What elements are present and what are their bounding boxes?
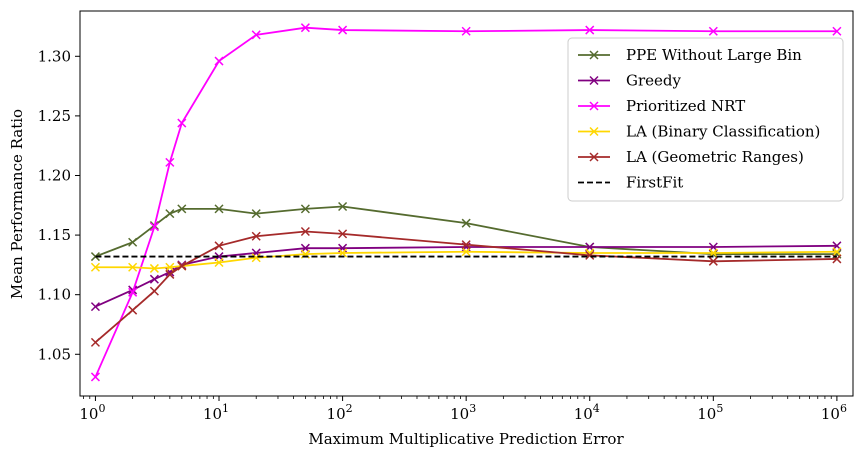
- data-point: [149, 263, 159, 273]
- data-point: [338, 248, 348, 258]
- data-point: [128, 305, 138, 315]
- data-point: [90, 302, 100, 312]
- data-point: [461, 240, 471, 250]
- data-point: [338, 229, 348, 239]
- y-tick-label: 1.10: [38, 286, 71, 304]
- legend-marker: [589, 101, 599, 111]
- data-point: [461, 26, 471, 36]
- data-point: [461, 218, 471, 228]
- data-point: [214, 204, 224, 214]
- legend-marker: [589, 126, 599, 137]
- data-point: [128, 237, 138, 247]
- data-point: [177, 118, 187, 128]
- data-point: [251, 30, 261, 40]
- data-point: [708, 26, 718, 36]
- data-point: [585, 250, 595, 260]
- data-point: [214, 56, 224, 66]
- data-point: [90, 337, 100, 347]
- data-point: [300, 226, 310, 237]
- x-tick-label: 103: [450, 402, 476, 423]
- x-tick-label: 106: [821, 402, 847, 423]
- x-axis: 100 101 102 103 104 105 106: [79, 396, 847, 423]
- data-point: [251, 231, 261, 241]
- data-point: [149, 274, 159, 284]
- legend-label: Prioritized NRT: [626, 97, 745, 115]
- data-point: [585, 25, 595, 35]
- x-tick-label: 100: [79, 402, 105, 423]
- x-tick-label: 105: [697, 402, 723, 423]
- legend-label: LA (Geometric Ranges): [626, 148, 804, 166]
- data-point: [214, 257, 224, 268]
- legend-label: PPE Without Large Bin: [626, 46, 802, 64]
- data-point: [165, 262, 175, 272]
- data-point: [338, 25, 348, 35]
- legend-marker: [589, 152, 599, 162]
- data-point: [128, 262, 138, 272]
- legend-marker: [589, 50, 599, 60]
- legend: PPE Without Large Bin Greedy Prioritized N…: [567, 37, 844, 202]
- data-point: [90, 262, 100, 272]
- x-axis-label: Maximum Multiplicative Prediction Error: [308, 430, 624, 448]
- data-point: [708, 256, 718, 266]
- y-axis: 1.05 1.10 1.15 1.20 1.25 1.30: [38, 47, 80, 363]
- legend-label: FirstFit: [626, 174, 683, 192]
- y-tick-label: 1.30: [38, 47, 71, 65]
- data-point: [177, 261, 187, 271]
- data-point: [251, 253, 261, 263]
- legend-label: LA (Binary Classification): [626, 123, 820, 141]
- data-point: [300, 23, 310, 33]
- y-axis-label: Mean Performance Ratio: [8, 109, 26, 299]
- data-point: [165, 157, 175, 167]
- data-point: [832, 247, 842, 257]
- plot-area: [90, 23, 842, 382]
- data-point: [177, 204, 187, 214]
- x-tick-label: 102: [327, 402, 353, 423]
- legend-marker: [589, 75, 599, 86]
- data-point: [300, 204, 310, 214]
- data-point: [708, 248, 718, 258]
- data-point: [832, 26, 842, 36]
- data-point: [461, 247, 471, 257]
- y-tick-label: 1.20: [38, 166, 71, 184]
- data-point: [214, 241, 224, 251]
- y-tick-label: 1.25: [38, 107, 71, 125]
- data-point: [338, 201, 348, 212]
- legend-label: Greedy: [626, 72, 682, 90]
- x-tick-label: 101: [203, 402, 229, 423]
- data-point: [149, 222, 159, 232]
- data-point: [165, 209, 175, 219]
- data-point: [165, 269, 175, 279]
- x-tick-label: 104: [574, 402, 600, 423]
- data-point: [251, 209, 261, 219]
- data-point: [128, 287, 138, 297]
- y-tick-label: 1.15: [38, 226, 71, 244]
- y-tick-label: 1.05: [38, 345, 71, 363]
- data-point: [90, 372, 100, 382]
- data-point: [149, 286, 159, 296]
- legend-box: [567, 37, 844, 202]
